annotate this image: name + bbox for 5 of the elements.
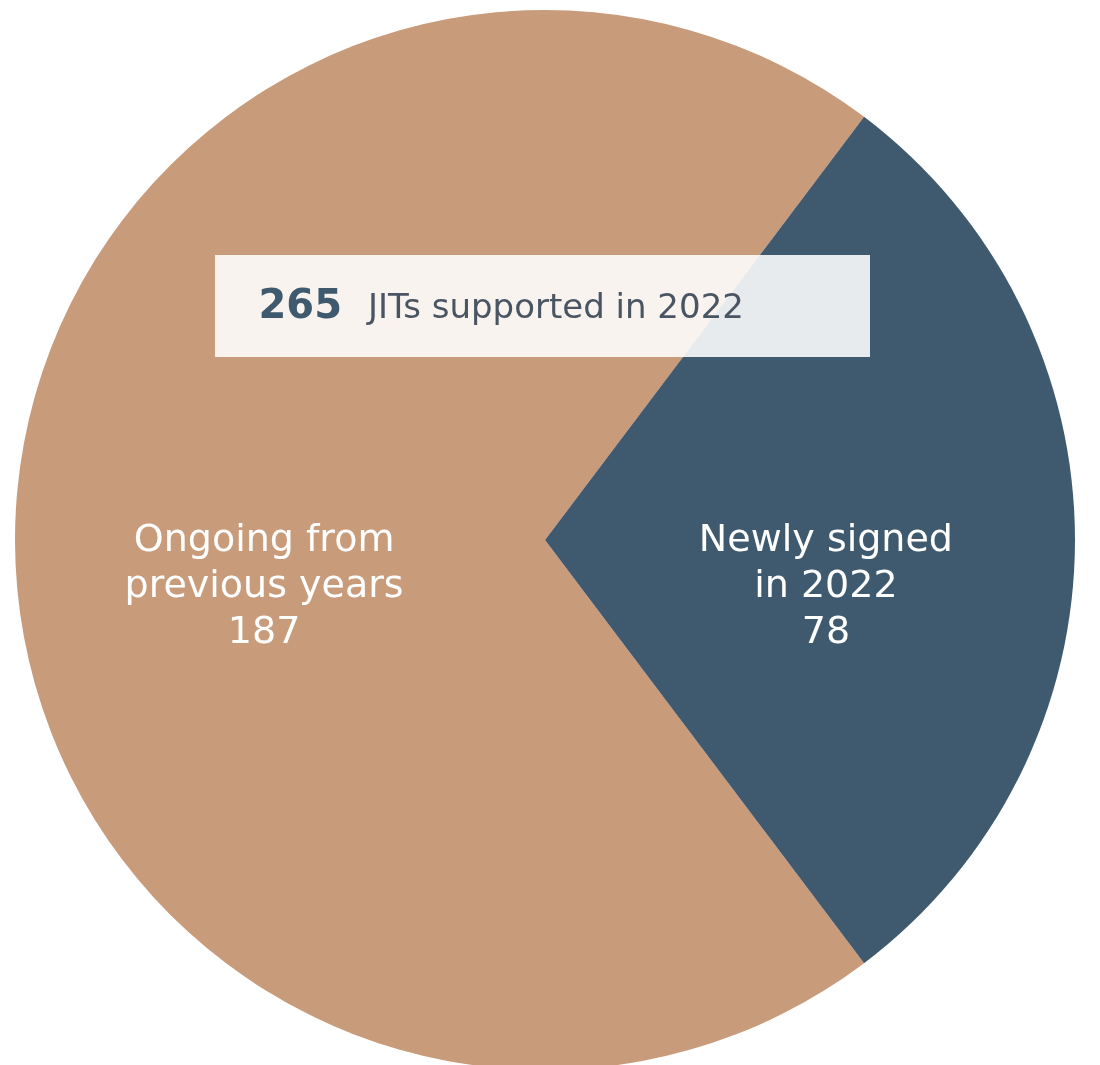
data-label: 78 [801, 608, 851, 652]
text: 265 JITs supported in 2022 [258, 281, 744, 327]
slice-label: Ongoing from previous years [124, 516, 404, 606]
slice-label: Newly signed in 2022 [698, 516, 953, 606]
data-label: 187 [227, 608, 301, 652]
